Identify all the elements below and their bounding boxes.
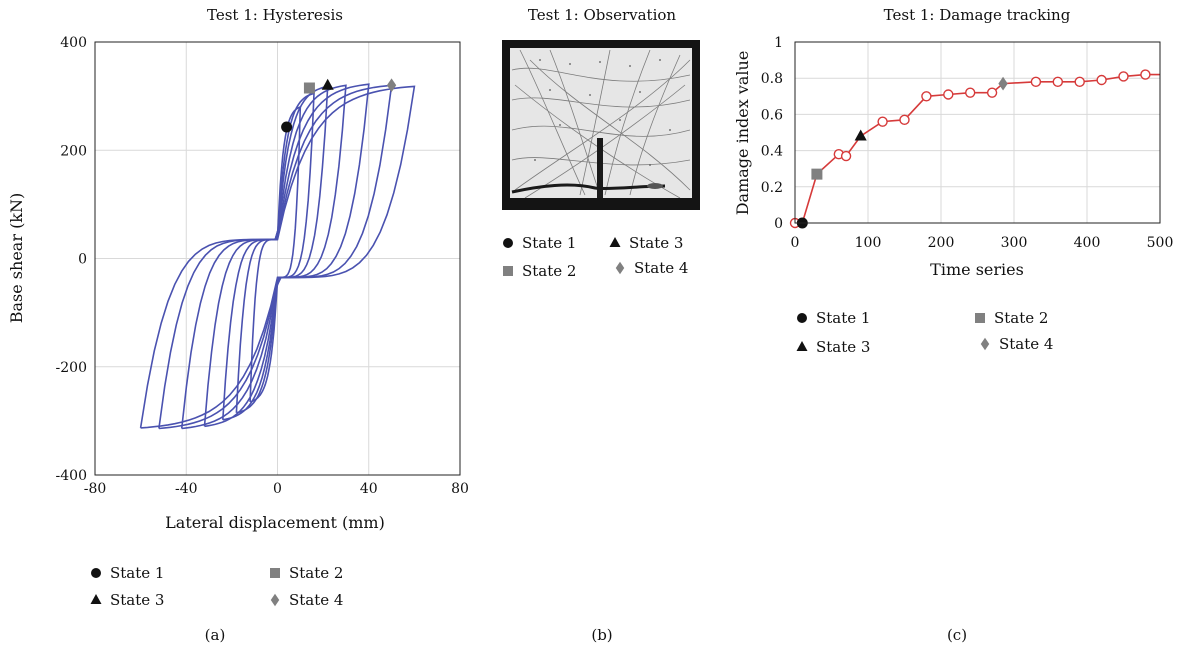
observation-legend-label-2: State 3 [629,234,683,252]
damage-state-3 [854,129,867,141]
damage-plot-frame [794,41,1161,224]
hysteresis-chart: Test 1: Hysteresis -80 -40 0 40 804002000-20… [7,6,469,644]
hysteresis-legend-marker-2 [270,568,280,578]
damage-ytick-1: 0.2 [761,180,783,196]
hysteresis-state-2 [303,82,315,94]
hysteresis-xtick-3: 40 [360,481,378,497]
hysteresis-ytick-2: 0 [78,252,87,268]
damage-point-14 [1118,71,1129,82]
hysteresis-legend-marker-4 [270,593,280,607]
hysteresis-title: Test 1: Hysteresis [207,6,343,24]
hysteresis-loop-5 [180,83,370,430]
damage-xlabel: Time series [930,260,1024,279]
hysteresis-state-3 [321,78,334,90]
crack-photo [502,40,700,210]
damage-point-8 [964,87,976,98]
damage-point-9 [986,87,998,98]
hysteresis-loop-7 [139,85,416,429]
damage-legend-marker-2 [975,313,985,323]
damage-tracking-chart: Test 1: Damage tracking 0 100 200 300 400 500… [733,6,1174,644]
damage-point-4 [877,116,888,127]
damage-point-10 [1030,76,1042,88]
hysteresis-xtick-2: 0 [273,481,282,497]
hysteresis-loop-2 [235,92,315,414]
damage-legend-label-3: State 3 [816,338,870,356]
damage-xtick-1: 100 [855,235,882,251]
hysteresis-xtick-4: 80 [451,481,469,497]
hysteresis-ytick-1: 200 [60,143,87,159]
damage-point-5 [899,114,910,126]
damage-xtick-3: 300 [1001,235,1028,251]
hysteresis-ylabel: Base shear (kN) [7,193,26,324]
damage-ytick-0: 0 [774,216,783,232]
damage-xtick-4: 400 [1074,235,1101,251]
hysteresis-legend: State 1 State 2 State 3 State 4 [90,564,343,609]
damage-legend-label-2: State 2 [994,309,1048,327]
damage-ticks: 0 100 200 300 400 500 0 0.2 0.4 0.6 0.8 1 [761,35,1174,251]
damage-xtick-2: 200 [928,235,955,251]
panel-b-caption: (b) [591,626,612,644]
damage-point-15 [1140,69,1151,80]
hysteresis-legend-label-4: State 4 [289,591,343,609]
hysteresis-legend-marker-3 [90,594,102,604]
damage-point-3 [840,150,852,162]
damage-legend-marker-3 [796,341,808,351]
observation-legend-marker-1 [503,238,513,248]
observation-legend-label-3: State 2 [522,262,576,280]
damage-legend-marker-4 [980,337,990,351]
damage-point-6 [921,91,932,102]
damage-point-12 [1074,76,1085,88]
hysteresis-xtick-0: -80 [84,481,107,497]
damage-ytick-5: 1 [774,35,783,51]
damage-series [789,69,1160,229]
hysteresis-loop-1 [249,105,302,403]
damage-legend: State 1 State 2 State 3 State 4 [796,309,1053,356]
hysteresis-state-4 [386,78,397,93]
damage-line [795,73,1160,224]
observation-legend-label-1: State 1 [522,234,576,252]
damage-legend-label-4: State 4 [999,335,1053,353]
damage-point-7 [943,89,954,100]
damage-point-13 [1096,74,1107,86]
hysteresis-legend-label-1: State 1 [110,564,164,582]
damage-legend-marker-1 [797,313,807,323]
damage-state-markers [796,76,1008,229]
damage-ytick-3: 0.6 [761,107,783,123]
observation-legend-marker-3 [503,266,513,276]
hysteresis-ytick-0: 400 [60,35,87,51]
hysteresis-state-1 [281,121,293,133]
damage-ytick-4: 0.8 [761,71,783,87]
hysteresis-legend-marker-1 [91,568,101,578]
damage-title: Test 1: Damage tracking [884,6,1071,24]
observation-legend-marker-2 [609,237,621,247]
hysteresis-legend-label-2: State 2 [289,564,343,582]
observation-legend: State 1 State 3 State 2 State 4 [503,234,688,280]
damage-state-4 [998,76,1008,91]
observation-legend-label-4: State 4 [634,259,688,277]
observation-panel: Test 1: Observation [502,6,700,644]
damage-xtick-0: 0 [791,235,800,251]
hysteresis-plot-frame [94,41,461,476]
hysteresis-xlabel: Lateral displacement (mm) [165,513,385,532]
hysteresis-legend-label-3: State 3 [110,591,164,609]
hysteresis-grid [94,41,461,476]
damage-legend-label-1: State 1 [816,309,870,327]
damage-ylabel: Damage index value [733,51,752,216]
damage-ytick-2: 0.4 [761,144,783,160]
hysteresis-loop-4 [203,84,347,428]
damage-point-11 [1052,76,1063,88]
panel-a-caption: (a) [205,626,226,644]
damage-grid [794,41,1161,224]
observation-title: Test 1: Observation [528,6,676,24]
damage-state-2 [811,168,823,180]
hysteresis-ytick-3: -200 [56,360,87,376]
observation-legend-marker-4 [615,261,625,275]
hysteresis-xtick-1: -40 [175,481,198,497]
hysteresis-state-markers [281,78,397,133]
hysteresis-ytick-4: -400 [56,468,87,484]
damage-xtick-5: 500 [1147,235,1174,251]
panel-c-caption: (c) [947,626,967,644]
